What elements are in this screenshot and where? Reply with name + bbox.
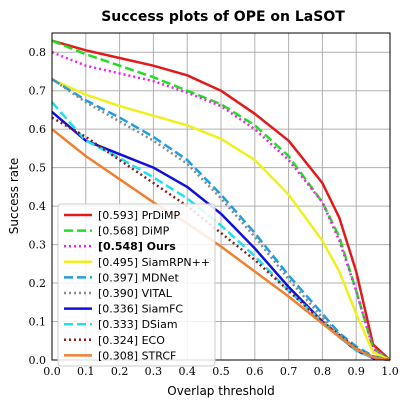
y-tick-label: 0.4 bbox=[29, 200, 47, 213]
legend-label: [0.308] STRCF bbox=[98, 349, 176, 362]
x-tick-label: 0.6 bbox=[246, 365, 264, 378]
y-tick-label: 0.7 bbox=[29, 85, 47, 98]
series-line-4 bbox=[51, 78, 391, 362]
x-tick-label: 0.2 bbox=[111, 365, 129, 378]
legend-label: [0.397] MDNet bbox=[98, 271, 180, 284]
y-tick-label: 0.2 bbox=[29, 277, 47, 290]
y-tick-label: 0.3 bbox=[29, 239, 47, 252]
y-tick-label: 0.1 bbox=[29, 316, 47, 329]
x-tick-label: 0.3 bbox=[145, 365, 163, 378]
series-line-1 bbox=[51, 39, 391, 362]
y-tick-label: 0.5 bbox=[29, 162, 47, 175]
y-axis-label: Success rate bbox=[7, 158, 21, 235]
legend-label: [0.333] DSiam bbox=[98, 318, 178, 331]
x-tick-label: 0.0 bbox=[43, 365, 61, 378]
legend-box bbox=[57, 203, 216, 367]
series-line-9 bbox=[51, 128, 391, 362]
legend-label: [0.336] SiamFC bbox=[98, 303, 183, 316]
plot-frame bbox=[51, 32, 391, 361]
y-tick-label: 0.6 bbox=[29, 123, 47, 136]
x-tick-label: 0.8 bbox=[314, 365, 332, 378]
series-lines bbox=[51, 39, 391, 362]
x-tick-label: 0.4 bbox=[178, 365, 196, 378]
x-tick-label: 0.5 bbox=[212, 365, 230, 378]
legend-label: [0.390] VITAL bbox=[98, 287, 173, 300]
x-tick-labels: 0.0 0.1 0.2 0.3 0.4 0.5 0.6 0.7 0.8 0.9 1.0 bbox=[43, 365, 399, 378]
legend: [0.593] PrDiMP [0.568] DiMP [0.548] Ours [0… bbox=[57, 203, 216, 367]
y-tick-label: 0.8 bbox=[29, 46, 47, 59]
y-tick-label: 0.0 bbox=[29, 354, 47, 367]
legend-label: [0.593] PrDiMP bbox=[98, 209, 181, 222]
y-tick-labels: 0.0 0.1 0.2 0.3 0.4 0.5 0.6 0.7 0.8 bbox=[29, 46, 47, 367]
x-tick-label: 0.7 bbox=[280, 365, 298, 378]
legend-label: [0.568] DiMP bbox=[98, 225, 170, 238]
x-tick-label: 0.9 bbox=[347, 365, 365, 378]
x-tick-label: 0.1 bbox=[77, 365, 95, 378]
series-line-0 bbox=[51, 39, 391, 361]
chart-title: Success plots of OPE on LaSOT bbox=[101, 9, 345, 25]
series-line-3 bbox=[51, 78, 391, 362]
legend-label: [0.548] Ours bbox=[98, 240, 176, 253]
legend-label: [0.324] ECO bbox=[98, 334, 165, 347]
x-tick-label: 1.0 bbox=[381, 365, 399, 378]
legend-label: [0.495] SiamRPN++ bbox=[98, 256, 210, 269]
x-axis-label: Overlap threshold bbox=[167, 384, 275, 398]
series-line-2 bbox=[51, 51, 391, 362]
